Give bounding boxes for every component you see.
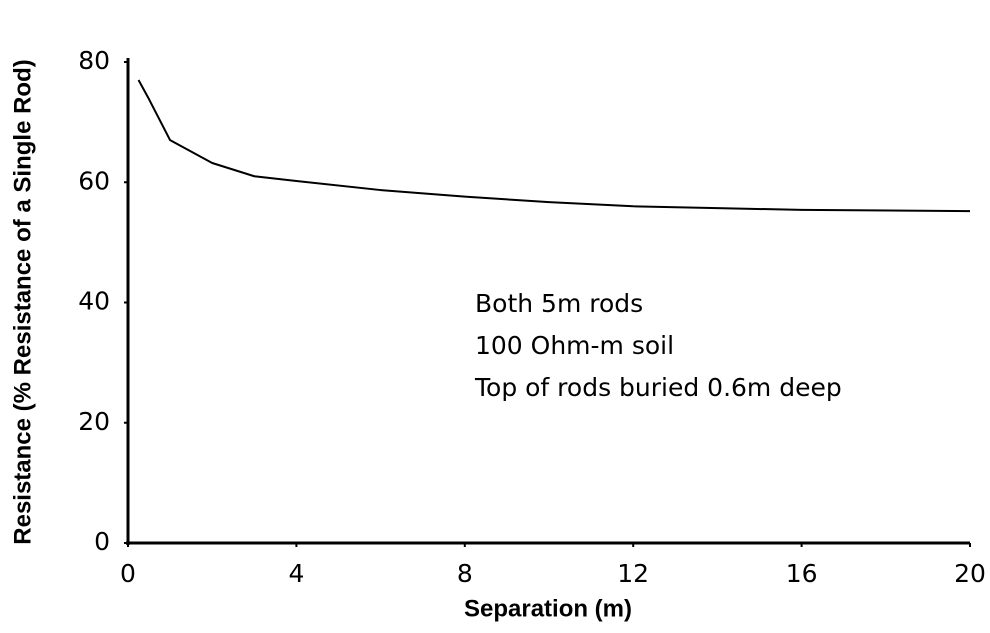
y-tick-label: 20 bbox=[78, 407, 110, 436]
x-tick-label: 16 bbox=[786, 559, 818, 588]
x-tick-label: 8 bbox=[457, 559, 473, 588]
x-tick-label: 12 bbox=[617, 559, 649, 588]
y-tick-label: 40 bbox=[78, 287, 110, 316]
x-tick-label: 0 bbox=[120, 559, 136, 588]
y-tick-label: 60 bbox=[78, 166, 110, 195]
x-tick-label: 20 bbox=[954, 559, 986, 588]
annotation: Top of rods buried 0.6m deep bbox=[474, 373, 842, 402]
x-tick-label: 4 bbox=[288, 559, 304, 588]
x-axis-title: Separation (m) bbox=[464, 595, 632, 622]
y-tick-label: 80 bbox=[78, 46, 110, 75]
y-axis-title: Resistance (% Resistance of a Single Rod… bbox=[9, 59, 36, 544]
annotation: 100 Ohm-m soil bbox=[475, 331, 674, 360]
y-tick-label: 0 bbox=[94, 527, 110, 556]
line-series bbox=[137, 79, 971, 213]
annotation: Both 5m rods bbox=[475, 289, 643, 318]
